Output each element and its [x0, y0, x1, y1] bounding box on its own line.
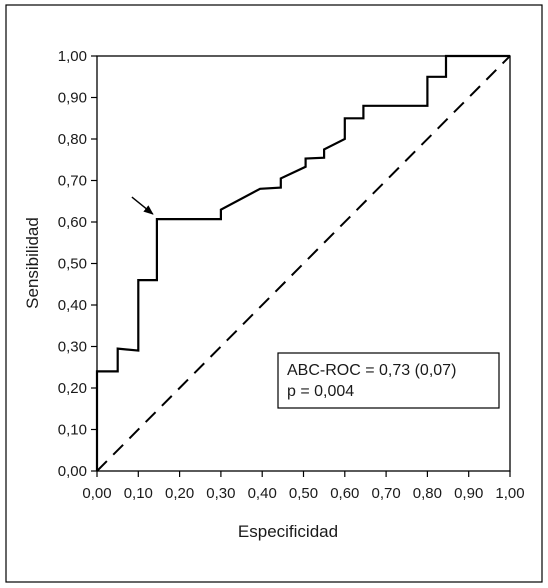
- y-tick-label: 0,10: [58, 422, 87, 439]
- y-tick-label: 0,00: [58, 463, 87, 480]
- y-tick-label: 0,70: [58, 173, 87, 190]
- y-tick-label: 0,90: [58, 90, 87, 107]
- y-tick-label: 0,40: [58, 297, 87, 314]
- y-tick-label: 0,50: [58, 256, 87, 273]
- x-axis-title: Especificidad: [238, 522, 338, 541]
- y-tick-label: 0,20: [58, 380, 87, 397]
- x-tick-label: 0,90: [454, 485, 483, 502]
- y-tick-label: 1,00: [58, 48, 87, 65]
- plot-area: [96, 55, 511, 472]
- x-tick-label: 1,00: [495, 485, 524, 502]
- y-tick-label: 0,60: [58, 214, 87, 231]
- x-tick-label: 0,00: [82, 485, 111, 502]
- annotation-layer: [131, 196, 154, 215]
- x-tick-label: 0,30: [206, 485, 235, 502]
- reference-diagonal-line: [96, 55, 511, 472]
- x-tick-label: 0,50: [289, 485, 318, 502]
- x-axis: 0,00 0,10 0,20 0,30 0,40 0,50 0,60 0,70 0,80 0,90…: [82, 471, 525, 502]
- p-value: p = 0,004: [287, 383, 354, 400]
- x-tick-label: 0,10: [124, 485, 153, 502]
- x-tick-label: 0,20: [165, 485, 194, 502]
- plot-border: [96, 55, 511, 472]
- auc-box-border: [277, 352, 500, 409]
- x-tick-label: 0,60: [330, 485, 359, 502]
- auc-box: ABC-ROC = 0,73 (0,07) p = 0,004: [277, 352, 500, 409]
- y-axis-title: Sensibilidad: [23, 217, 42, 309]
- auc-value: ABC-ROC = 0,73 (0,07): [287, 362, 456, 379]
- x-tick-label: 0,80: [413, 485, 442, 502]
- x-tick-label: 0,40: [248, 485, 277, 502]
- y-tick-label: 0,80: [58, 131, 87, 148]
- x-tick-label: 0,70: [371, 485, 400, 502]
- series-layer: [95, 54, 511, 472]
- y-tick-label: 0,30: [58, 339, 87, 356]
- roc-curve-line: [95, 54, 510, 471]
- y-axis: 0,00 0,10 0,20 0,30 0,40 0,50 0,60 0,70 0,80 0,90…: [58, 48, 97, 480]
- cutpoint-arrow: [131, 196, 154, 215]
- outer-frame: [5, 4, 543, 583]
